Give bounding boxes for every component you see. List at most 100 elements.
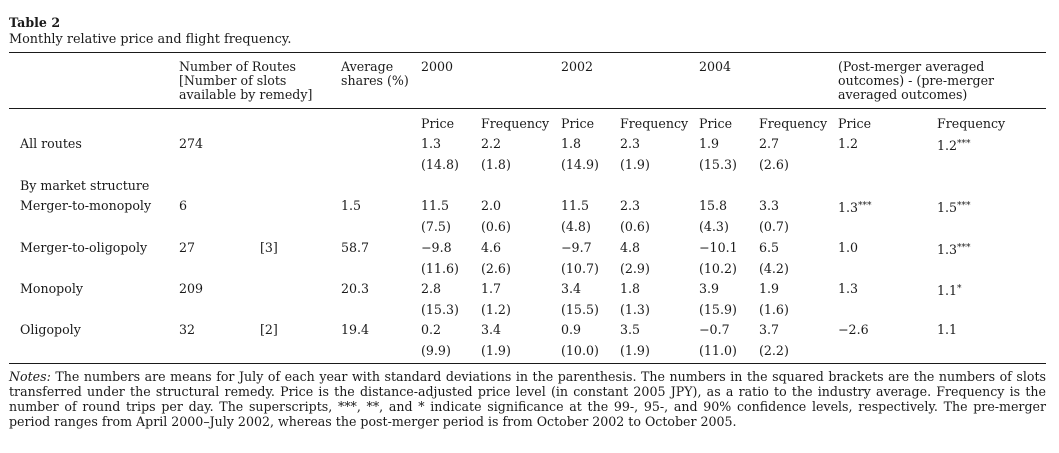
cell-p2002: 1.8 <box>561 136 582 151</box>
significance-stars: *** <box>957 139 971 149</box>
cell-sdp2002: (4.8) <box>561 219 591 234</box>
cell-sdp2002: (10.0) <box>561 343 599 358</box>
header-frequency-2002: Frequency <box>620 116 689 131</box>
cell-f2004: 1.9 <box>759 281 780 296</box>
cell-f2002: 3.5 <box>620 322 641 337</box>
cell-sdf2002: (1.3) <box>620 302 650 317</box>
cell-f2004: 2.7 <box>759 136 780 151</box>
cell-shares: 19.4 <box>341 322 370 337</box>
cell-f2000: 2.0 <box>481 198 502 213</box>
header-year-2000: 2000 <box>421 59 454 74</box>
cell-sdp2004: (15.9) <box>699 302 737 317</box>
cell-df: 1.1* <box>937 283 962 298</box>
table-label: Table 2 <box>9 15 61 30</box>
cell-sdf2000: (1.8) <box>481 157 511 172</box>
header-frequency-2000: Frequency <box>481 116 550 131</box>
cell-p2002: 0.9 <box>561 322 582 337</box>
cell-p2000: 2.8 <box>421 281 442 296</box>
header-shares: Average shares (%) <box>341 59 409 88</box>
header-price-2002: Price <box>561 116 595 131</box>
significance-stars: * <box>957 284 962 294</box>
cell-f2004: 3.7 <box>759 322 780 337</box>
cell-dp: 1.2 <box>838 136 859 151</box>
significance-stars: *** <box>858 201 872 211</box>
cell-sdf2004: (4.2) <box>759 261 789 276</box>
cell-dp: 1.3 <box>838 281 859 296</box>
header-year-2002: 2002 <box>561 59 594 74</box>
cell-df: 1.2*** <box>937 138 971 153</box>
header-diff: (Post-merger averaged outcomes) - (pre-m… <box>838 59 995 102</box>
cell-sdp2004: (15.3) <box>699 157 737 172</box>
significance-stars: *** <box>957 243 971 253</box>
cell-routes: 209 <box>179 281 204 296</box>
cell-slots: [3] <box>260 240 278 255</box>
cell-df: 1.5*** <box>937 200 971 215</box>
cell-sdf2002: (2.9) <box>620 261 650 276</box>
cell-shares: 1.5 <box>341 198 362 213</box>
cell-f2002: 4.8 <box>620 240 641 255</box>
cell-sdf2004: (2.2) <box>759 343 789 358</box>
significance-stars: *** <box>957 201 971 211</box>
table-caption: Monthly relative price and flight freque… <box>9 32 292 47</box>
cell-f2000: 2.2 <box>481 136 502 151</box>
cell-p2004: 3.9 <box>699 281 720 296</box>
header-routes: Number of Routes [Number of slots availa… <box>179 59 313 102</box>
cell-label: Oligopoly <box>20 322 81 337</box>
header-price-2000: Price <box>421 116 455 131</box>
cell-f2000: 4.6 <box>481 240 502 255</box>
cell-routes: 274 <box>179 136 204 151</box>
cell-sdf2000: (0.6) <box>481 219 511 234</box>
header-price-diff: Price <box>838 116 872 131</box>
notes-text: The numbers are means for July of each y… <box>9 369 1046 429</box>
cell-label: Monopoly <box>20 281 83 296</box>
cell-dp: 1.0 <box>838 240 859 255</box>
cell-sdf2000: (1.2) <box>481 302 511 317</box>
cell-shares: 58.7 <box>341 240 370 255</box>
cell-f2002: 2.3 <box>620 198 641 213</box>
cell-p2004: 15.8 <box>699 198 728 213</box>
cell-p2002: 3.4 <box>561 281 582 296</box>
cell-routes: 32 <box>179 322 196 337</box>
cell-sdp2000: (11.6) <box>421 261 459 276</box>
cell-sdf2004: (2.6) <box>759 157 789 172</box>
cell-sdp2002: (10.7) <box>561 261 599 276</box>
header-rule <box>9 108 1046 109</box>
top-rule <box>9 52 1046 54</box>
cell-sdf2004: (0.7) <box>759 219 789 234</box>
header-frequency-diff: Frequency <box>937 116 1006 131</box>
cell-dp: 1.3*** <box>838 200 872 215</box>
cell-label: All routes <box>20 136 82 151</box>
cell-sdf2002: (1.9) <box>620 157 650 172</box>
cell-dp: −2.6 <box>838 322 869 337</box>
cell-sdf2004: (1.6) <box>759 302 789 317</box>
cell-routes: 6 <box>179 198 188 213</box>
header-price-2004: Price <box>699 116 733 131</box>
cell-df: 1.3*** <box>937 242 971 257</box>
cell-sdp2004: (4.3) <box>699 219 729 234</box>
cell-label: Merger-to-monopoly <box>20 198 152 213</box>
cell-p2000: −9.8 <box>421 240 452 255</box>
cell-f2004: 3.3 <box>759 198 780 213</box>
cell-p2004: −10.1 <box>699 240 738 255</box>
cell-sdp2004: (10.2) <box>699 261 737 276</box>
cell-f2002: 1.8 <box>620 281 641 296</box>
section-label: By market structure <box>20 178 150 193</box>
table-notes: Notes: The numbers are means for July of… <box>9 369 1046 429</box>
cell-f2004: 6.5 <box>759 240 780 255</box>
cell-sdp2002: (15.5) <box>561 302 599 317</box>
cell-df: 1.1 <box>937 322 958 337</box>
cell-p2002: −9.7 <box>561 240 592 255</box>
cell-sdf2000: (1.9) <box>481 343 511 358</box>
cell-shares: 20.3 <box>341 281 370 296</box>
cell-sdp2002: (14.9) <box>561 157 599 172</box>
cell-f2000: 1.7 <box>481 281 502 296</box>
cell-sdp2000: (7.5) <box>421 219 451 234</box>
cell-sdf2002: (1.9) <box>620 343 650 358</box>
cell-sdp2000: (9.9) <box>421 343 451 358</box>
cell-sdf2000: (2.6) <box>481 261 511 276</box>
cell-p2002: 11.5 <box>561 198 590 213</box>
bottom-rule <box>9 363 1046 364</box>
cell-p2004: −0.7 <box>699 322 730 337</box>
cell-p2004: 1.9 <box>699 136 720 151</box>
cell-p2000: 1.3 <box>421 136 442 151</box>
